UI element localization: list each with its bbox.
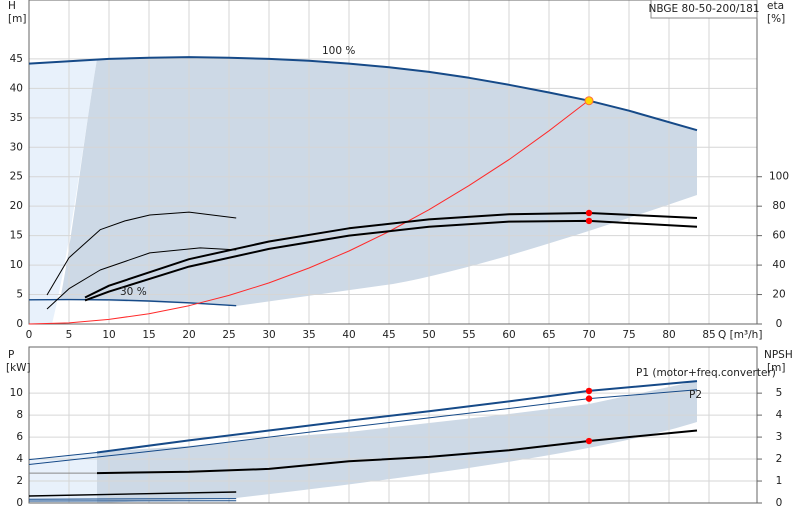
curve <box>96 429 698 475</box>
y2-tick-label: 1 <box>776 475 783 487</box>
y2-tick-label: 2 <box>776 453 783 465</box>
curve <box>28 99 590 325</box>
y2-tick-label: 4 <box>776 409 783 421</box>
y-axis-label: H <box>8 0 16 12</box>
y2-tick-label: 3 <box>776 431 783 443</box>
curve <box>84 219 698 302</box>
y2-axis-unit: [%] <box>767 13 785 25</box>
duty-point <box>585 217 593 225</box>
y-tick-label: 0 <box>16 497 23 509</box>
plot-frame <box>28 0 758 325</box>
curve <box>28 56 698 132</box>
duty-point <box>585 209 593 217</box>
curve <box>28 491 237 497</box>
y2-axis-label: eta <box>767 0 784 12</box>
y2-tick-label: 60 <box>772 230 785 242</box>
x-tick-label: 45 <box>382 329 395 341</box>
curve <box>96 380 698 454</box>
y2-tick-label: 40 <box>772 259 785 271</box>
y2-tick-label: 0 <box>776 318 783 330</box>
curve <box>84 212 698 299</box>
y-axis-unit: [m] <box>8 13 26 25</box>
duty-point <box>585 437 593 445</box>
x-tick-label: 85 <box>702 329 715 341</box>
x-tick-label: 10 <box>102 329 115 341</box>
range-light <box>29 452 97 503</box>
y-tick-label: 30 <box>10 141 23 153</box>
x-axis-label: Q [m³/h] <box>718 329 762 341</box>
plot-frame <box>28 346 758 504</box>
y-tick-label: 15 <box>10 230 23 242</box>
range-area <box>97 381 697 503</box>
curve <box>46 247 237 310</box>
y2-tick-label: 100 <box>769 171 789 183</box>
y-axis-unit: [kW] <box>6 362 31 374</box>
y-tick-label: 5 <box>16 289 23 301</box>
x-tick-label: 80 <box>662 329 675 341</box>
y2-axis-unit: [m] <box>767 362 785 374</box>
x-tick-label: 20 <box>182 329 195 341</box>
y-tick-label: 10 <box>10 259 23 271</box>
y2-tick-label: 80 <box>772 200 785 212</box>
y2-tick-label: 20 <box>772 289 785 301</box>
y-tick-label: 8 <box>16 409 23 421</box>
curve <box>28 452 98 461</box>
y-tick-label: 25 <box>10 171 23 183</box>
y-tick-label: 0 <box>16 318 23 330</box>
curve-label: P1 (motor+freq.converter) <box>636 367 776 379</box>
curve <box>28 389 698 465</box>
x-tick-label: 40 <box>342 329 355 341</box>
marks <box>28 56 698 502</box>
curve-label: P2 <box>689 389 702 401</box>
y-tick-label: 10 <box>10 387 23 399</box>
x-tick-label: 35 <box>302 329 315 341</box>
chart-title: NBGE 80-50-200/181 <box>649 3 760 15</box>
title-box <box>650 0 758 19</box>
y2-tick-label: 5 <box>776 387 783 399</box>
x-tick-label: 70 <box>582 329 595 341</box>
operating-point <box>584 96 594 106</box>
x-tick-label: 75 <box>622 329 635 341</box>
y-tick-label: 6 <box>16 431 23 443</box>
x-tick-label: 5 <box>66 329 73 341</box>
y2-axis-label: NPSH <box>764 349 793 361</box>
y-tick-label: 20 <box>10 200 23 212</box>
x-tick-label: 0 <box>26 329 33 341</box>
curve-label: 30 % <box>120 286 147 298</box>
x-tick-label: 50 <box>422 329 435 341</box>
y2-tick-label: 0 <box>776 497 783 509</box>
x-tick-label: 60 <box>502 329 515 341</box>
y-tick-label: 35 <box>10 112 23 124</box>
x-tick-label: 25 <box>222 329 235 341</box>
x-tick-label: 55 <box>462 329 475 341</box>
duty-point <box>585 395 593 402</box>
range-light <box>29 59 97 324</box>
curve <box>28 498 237 500</box>
y-tick-label: 4 <box>16 453 23 465</box>
curve-label: 100 % <box>322 45 355 57</box>
range-area <box>60 57 697 306</box>
x-tick-label: 30 <box>262 329 275 341</box>
x-tick-label: 65 <box>542 329 555 341</box>
curve <box>46 211 237 296</box>
grid <box>28 0 757 504</box>
duty-point <box>585 387 593 395</box>
y-tick-label: 45 <box>10 53 23 65</box>
y-tick-label: 40 <box>10 82 23 94</box>
x-tick-label: 15 <box>142 329 155 341</box>
y-axis-label: P <box>8 349 14 361</box>
y-tick-label: 2 <box>16 475 23 487</box>
